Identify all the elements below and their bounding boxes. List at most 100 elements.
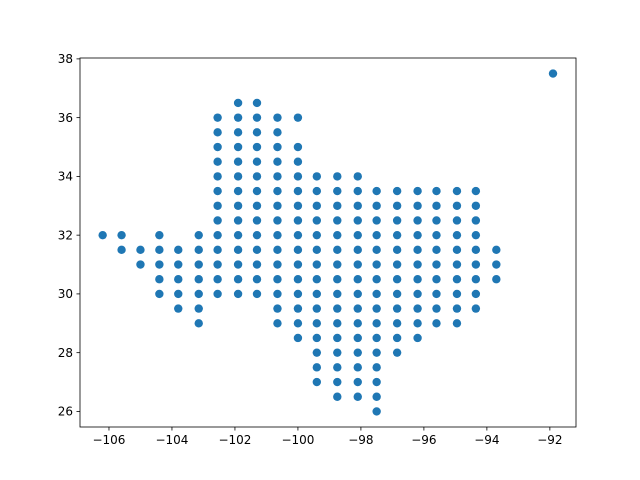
data-point — [273, 216, 282, 225]
data-point — [471, 186, 481, 196]
data-point — [233, 113, 243, 122]
data-point — [155, 275, 164, 284]
x-tick-label: −102 — [218, 433, 251, 447]
data-point — [233, 245, 243, 255]
data-point — [252, 230, 262, 240]
data-point — [432, 201, 441, 210]
data-point — [233, 201, 243, 210]
x-tick-label: −96 — [411, 433, 436, 447]
data-point — [233, 98, 243, 108]
data-point — [293, 230, 303, 240]
data-point — [273, 128, 282, 137]
data-point — [471, 304, 481, 313]
data-point — [471, 275, 481, 284]
data-point — [353, 363, 362, 372]
data-point — [174, 304, 183, 313]
data-point — [213, 245, 222, 255]
data-point — [293, 186, 303, 196]
data-point — [413, 245, 422, 255]
data-point — [312, 348, 322, 357]
y-tick-label: 30 — [58, 287, 73, 301]
data-point — [155, 245, 164, 255]
data-point — [413, 275, 422, 284]
data-point — [353, 230, 362, 240]
data-point — [174, 245, 183, 255]
data-point — [174, 289, 183, 299]
y-axis: 26 28 30 32 34 36 38 — [58, 52, 80, 419]
data-point — [293, 275, 303, 284]
data-point — [333, 289, 342, 299]
data-point — [452, 304, 462, 313]
data-point — [413, 230, 422, 240]
data-point — [372, 289, 381, 299]
data-point — [392, 275, 402, 284]
data-point — [392, 216, 402, 225]
data-point — [213, 157, 222, 166]
data-point — [98, 230, 107, 240]
data-point — [333, 216, 342, 225]
data-point — [273, 230, 282, 240]
data-point — [312, 230, 322, 240]
data-point — [273, 275, 282, 284]
data-point — [233, 128, 243, 137]
data-point — [312, 319, 322, 328]
data-point — [312, 275, 322, 284]
data-point — [432, 304, 441, 313]
data-point — [273, 245, 282, 255]
plot-frame — [79, 57, 577, 428]
data-point — [333, 377, 342, 387]
data-point — [213, 186, 222, 196]
data-point — [333, 348, 342, 357]
x-tick-label: −94 — [474, 433, 499, 447]
data-point — [293, 113, 303, 122]
data-point — [372, 186, 381, 196]
data-point — [252, 216, 262, 225]
data-point — [392, 319, 402, 328]
data-point — [194, 260, 203, 269]
data-point — [136, 245, 145, 255]
data-point — [233, 216, 243, 225]
data-point — [413, 201, 422, 210]
data-point — [548, 69, 558, 78]
data-point — [312, 260, 322, 269]
data-point — [333, 319, 342, 328]
data-point — [312, 304, 322, 313]
data-point — [353, 216, 362, 225]
data-point — [233, 172, 243, 181]
data-point — [353, 392, 362, 401]
data-point — [353, 275, 362, 284]
data-point — [372, 245, 381, 255]
data-point — [273, 319, 282, 328]
data-point — [471, 289, 481, 299]
data-point — [273, 201, 282, 210]
data-point — [333, 186, 342, 196]
data-point — [273, 172, 282, 181]
data-point — [174, 260, 183, 269]
data-point — [312, 201, 322, 210]
data-point — [432, 216, 441, 225]
data-point — [432, 275, 441, 284]
data-point — [471, 245, 481, 255]
data-point — [353, 304, 362, 313]
data-point — [353, 289, 362, 299]
data-point — [273, 260, 282, 269]
x-tick-label: −104 — [155, 433, 188, 447]
data-point — [213, 275, 222, 284]
data-point — [252, 157, 262, 166]
data-point — [392, 348, 402, 357]
data-point — [233, 275, 243, 284]
data-point — [372, 275, 381, 284]
data-point — [213, 128, 222, 137]
data-point — [155, 230, 164, 240]
data-point — [353, 260, 362, 269]
data-point — [392, 230, 402, 240]
data-point — [213, 230, 222, 240]
data-point — [213, 142, 222, 152]
data-point — [293, 260, 303, 269]
data-points — [98, 69, 558, 416]
data-point — [392, 289, 402, 299]
data-point — [273, 142, 282, 152]
data-point — [372, 377, 381, 387]
data-point — [372, 260, 381, 269]
